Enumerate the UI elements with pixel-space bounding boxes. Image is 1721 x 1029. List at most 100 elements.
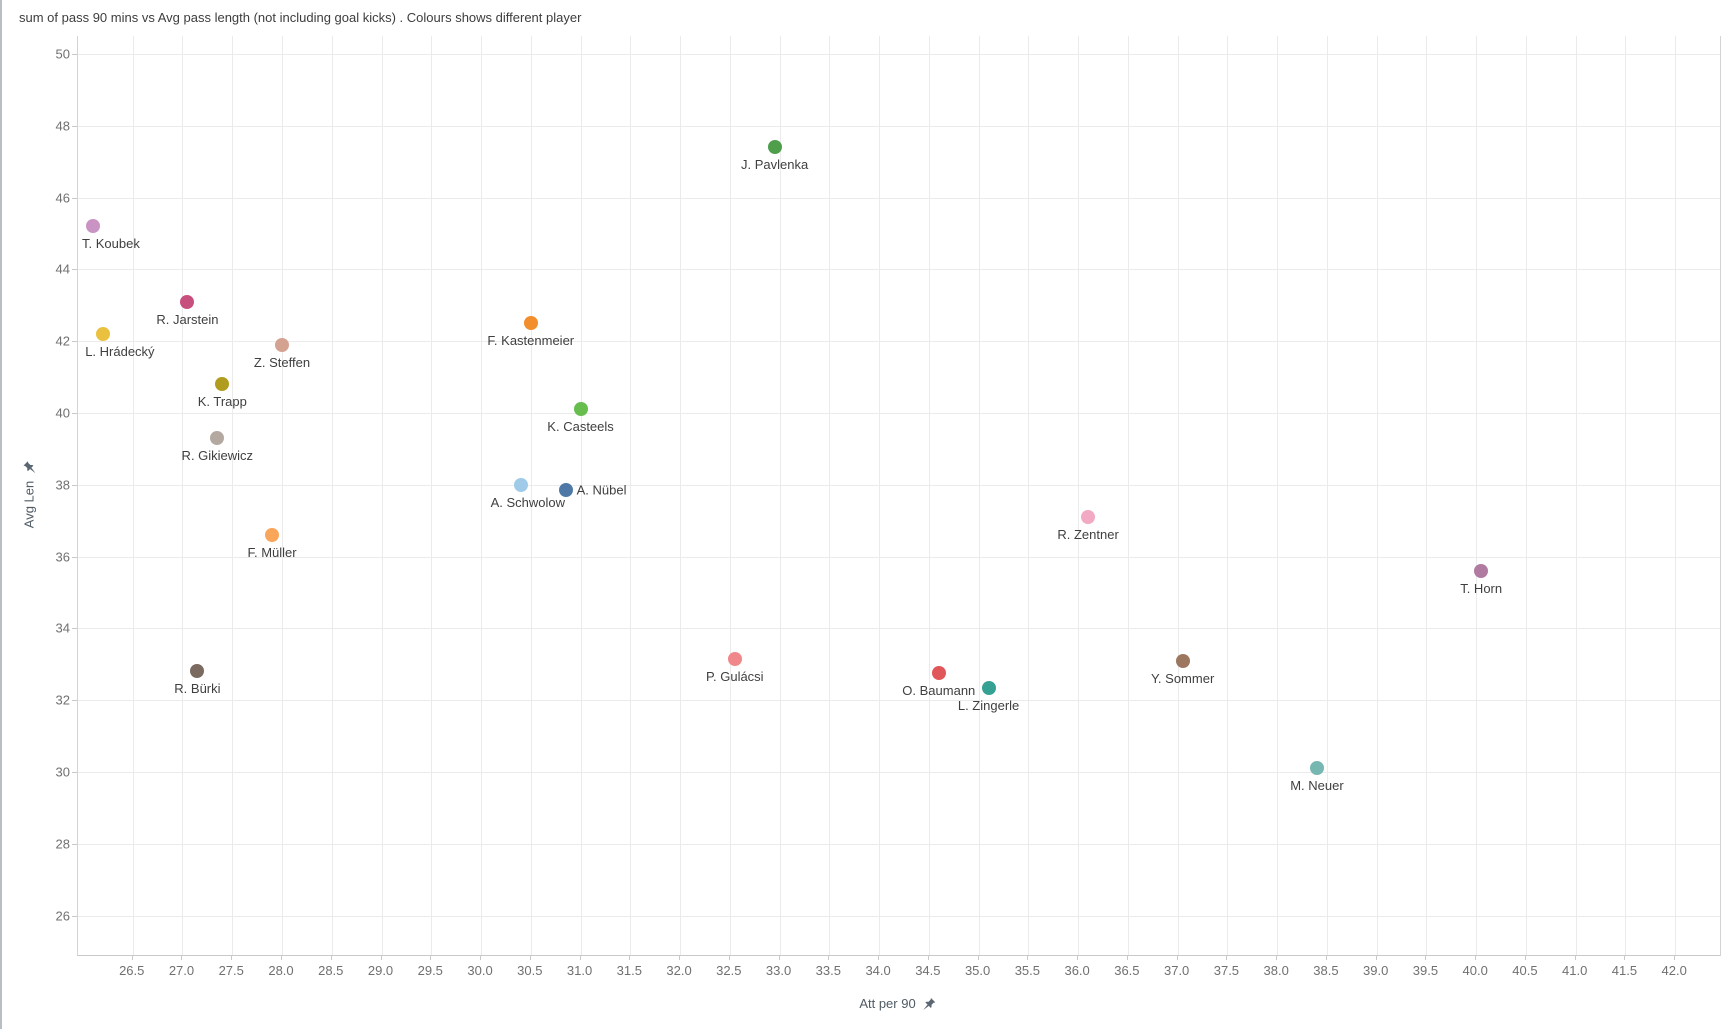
- x-tick-mark: [629, 955, 631, 960]
- x-tick-label: 32.5: [716, 963, 742, 978]
- y-tick-mark: [72, 628, 77, 630]
- x-tick-mark: [1077, 955, 1079, 960]
- x-gridline: [1127, 36, 1129, 955]
- data-point[interactable]: [767, 140, 782, 155]
- data-point[interactable]: [265, 527, 280, 542]
- chart-title: sum of pass 90 mins vs Avg pass length (…: [19, 10, 582, 25]
- x-axis: 26.5 27.0 27.5 28.0 28.5 29.0 29.5 30.0 30.5 31.0…: [77, 955, 1719, 985]
- y-tick-mark: [72, 197, 77, 199]
- x-tick-label: 35.0: [964, 963, 991, 978]
- x-gridline: [779, 36, 781, 955]
- x-gridline: [1476, 36, 1478, 955]
- x-gridline: [282, 36, 283, 955]
- y-gridline: [78, 843, 1720, 845]
- x-tick-mark: [1325, 955, 1327, 960]
- x-tick-mark: [728, 955, 730, 960]
- data-point-label: M. Neuer: [1290, 778, 1344, 794]
- y-tick-label: 48: [55, 118, 70, 134]
- data-point-label: T. Horn: [1460, 580, 1503, 596]
- data-point-label: O. Baumann: [902, 683, 976, 699]
- y-axis: 26 28 30 32 34 36 38 40 42 44 46 48 50: [2, 36, 77, 955]
- y-tick-label: 34: [55, 620, 70, 636]
- y-gridline: [78, 412, 1720, 414]
- x-gridline: [1326, 36, 1328, 955]
- x-tick-mark: [1524, 955, 1526, 960]
- data-point[interactable]: [85, 219, 100, 234]
- data-point[interactable]: [513, 477, 528, 492]
- data-point-label: K. Casteels: [547, 419, 614, 435]
- x-tick-label: 31.0: [566, 963, 593, 978]
- data-point[interactable]: [190, 664, 205, 679]
- x-gridline: [1277, 36, 1279, 955]
- y-tick-mark: [72, 341, 77, 343]
- x-gridline: [530, 36, 532, 955]
- data-point[interactable]: [523, 316, 538, 331]
- data-point[interactable]: [180, 294, 195, 309]
- y-gridline: [78, 125, 1720, 127]
- data-point[interactable]: [210, 431, 225, 446]
- data-point[interactable]: [1081, 510, 1096, 525]
- data-point-label: R. Bürki: [174, 681, 221, 697]
- pushpin-icon[interactable]: [923, 997, 937, 1011]
- y-gridline: [78, 269, 1720, 271]
- x-tick-mark: [679, 955, 681, 960]
- y-tick-mark: [72, 412, 77, 414]
- x-tick-label: 30.0: [467, 963, 493, 978]
- data-point[interactable]: [981, 680, 996, 695]
- x-tick-label: 41.5: [1611, 963, 1638, 978]
- x-tick-mark: [1375, 955, 1377, 960]
- x-tick-mark: [480, 955, 482, 960]
- data-point[interactable]: [573, 402, 588, 417]
- y-gridline: [78, 197, 1720, 199]
- x-tick-mark: [181, 955, 183, 960]
- x-tick-mark: [977, 955, 979, 960]
- y-axis-title-label: Avg Len: [21, 480, 37, 529]
- x-gridline: [431, 36, 433, 955]
- y-gridline: [78, 484, 1720, 486]
- x-tick-label: 40.0: [1462, 963, 1488, 978]
- data-point[interactable]: [1474, 563, 1489, 578]
- x-tick-mark: [1276, 955, 1278, 960]
- data-point[interactable]: [95, 326, 110, 341]
- x-axis-title: Att per 90: [859, 996, 936, 1011]
- pushpin-icon[interactable]: [22, 460, 36, 474]
- x-tick-mark: [281, 955, 282, 960]
- data-point-label: R. Zentner: [1057, 527, 1119, 543]
- y-tick-label: 38: [55, 477, 70, 493]
- x-tick-label: 30.5: [517, 963, 543, 978]
- x-gridline: [1227, 36, 1229, 955]
- y-tick-label: 44: [55, 261, 70, 277]
- y-tick-mark: [72, 843, 77, 845]
- x-gridline: [978, 36, 980, 955]
- x-tick-label: 33.0: [765, 963, 792, 978]
- y-gridline: [78, 915, 1720, 917]
- y-gridline: [78, 341, 1720, 343]
- y-gridline: [78, 53, 1720, 55]
- data-point-label: L. Hrádecký: [85, 343, 155, 359]
- x-gridline: [331, 36, 333, 955]
- x-tick-label: 38.5: [1313, 963, 1339, 978]
- x-gridline: [381, 36, 383, 955]
- x-tick-label: 40.5: [1512, 963, 1538, 978]
- x-gridline: [1525, 36, 1527, 955]
- y-axis-title: Avg Len: [22, 460, 37, 528]
- data-point[interactable]: [727, 651, 742, 666]
- data-point-label: A. Nübel: [576, 482, 627, 498]
- x-tick-label: 35.5: [1014, 963, 1041, 978]
- data-point[interactable]: [931, 666, 946, 681]
- x-tick-label: 27.0: [168, 963, 195, 978]
- data-point[interactable]: [1175, 653, 1190, 668]
- x-tick-mark: [878, 955, 880, 960]
- data-point-label: P. Gulácsi: [706, 668, 764, 684]
- x-gridline: [481, 36, 483, 955]
- x-tick-label: 26.5: [119, 963, 145, 978]
- y-gridline: [78, 771, 1720, 773]
- data-point[interactable]: [215, 377, 230, 392]
- data-point[interactable]: [275, 337, 289, 352]
- y-tick-label: 40: [55, 405, 70, 421]
- x-tick-label: 29.0: [367, 963, 394, 978]
- y-gridline: [78, 700, 1720, 702]
- x-tick-mark: [828, 955, 830, 960]
- data-point[interactable]: [558, 483, 573, 498]
- data-point[interactable]: [1309, 761, 1324, 776]
